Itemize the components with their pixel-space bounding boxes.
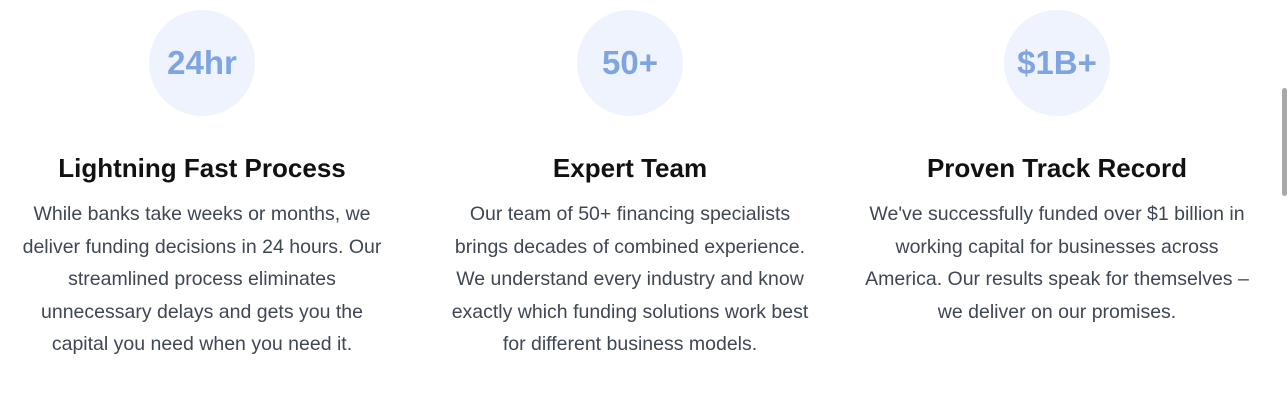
stat-value: $1B+ — [1017, 44, 1097, 81]
feature-card-track-record: $1B+ Proven Track Record We've successfu… — [857, 10, 1257, 328]
stat-badge: $1B+ — [1004, 10, 1110, 116]
scrollbar-thumb[interactable] — [1282, 88, 1287, 196]
stat-value: 24hr — [167, 44, 237, 81]
page-scrollbar[interactable] — [1280, 0, 1288, 420]
stat-value: 50+ — [602, 44, 658, 81]
feature-description: We've successfully funded over $1 billio… — [865, 203, 1249, 323]
feature-description: While banks take weeks or months, we del… — [22, 203, 382, 355]
feature-card-team: 50+ Expert Team Our team of 50+ financin… — [430, 10, 830, 361]
feature-title: Expert Team — [552, 153, 708, 183]
stat-badge: 50+ — [577, 10, 683, 116]
feature-title: Proven Track Record — [926, 153, 1188, 183]
feature-card-speed: 24hr Lightning Fast Process While banks … — [2, 10, 402, 361]
stat-badge: 24hr — [149, 10, 255, 116]
feature-description: Our team of 50+ financing specialists br… — [451, 203, 809, 355]
feature-title: Lightning Fast Process — [58, 153, 346, 183]
